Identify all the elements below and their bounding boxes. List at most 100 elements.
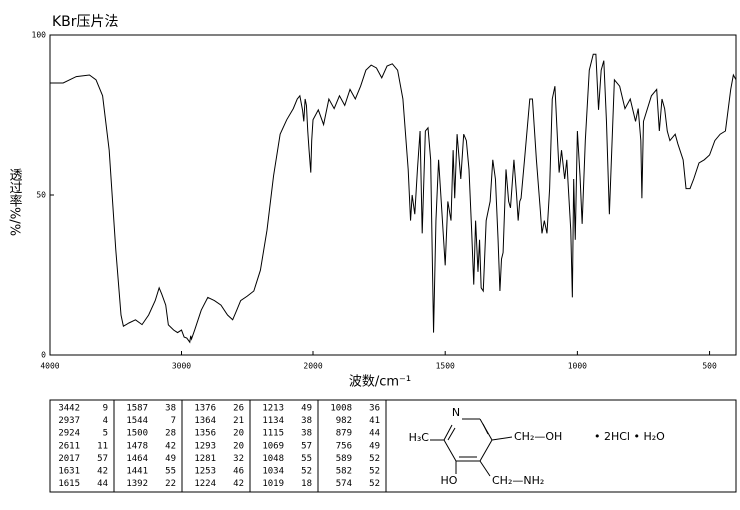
bond xyxy=(479,439,493,462)
bond xyxy=(479,460,491,477)
y-tick-label: 0 xyxy=(41,351,46,360)
peak-transmittance: 49 xyxy=(369,441,380,451)
peak-wavenumber: 1048 xyxy=(262,454,284,464)
x-tick-label: 4000 xyxy=(40,362,59,371)
peak-transmittance: 26 xyxy=(233,404,244,414)
peak-transmittance: 52 xyxy=(369,467,380,477)
peak-wavenumber: 1500 xyxy=(126,429,148,439)
peak-wavenumber: 1115 xyxy=(262,429,284,439)
peak-wavenumber: 1587 xyxy=(126,404,148,414)
peak-wavenumber: 589 xyxy=(336,454,352,464)
atom-label: H₃C xyxy=(409,431,430,444)
peak-table: 3442 9 2937 4 2924 5 2611 11 2017 57 1631 42 1615 44 1… xyxy=(58,400,387,492)
peak-wavenumber: 1464 xyxy=(126,454,148,464)
bond xyxy=(443,439,457,462)
atom-label: HO xyxy=(441,474,458,487)
peak-transmittance: 5 xyxy=(103,429,108,439)
atom-label: CH₂—NH₂ xyxy=(492,474,544,487)
peak-wavenumber: 1069 xyxy=(262,441,284,451)
peak-wavenumber: 2611 xyxy=(58,441,80,451)
peak-wavenumber: 1019 xyxy=(262,479,284,489)
peak-wavenumber: 1392 xyxy=(126,479,148,489)
salt-label: • 2HCl • H₂O xyxy=(594,430,665,443)
peak-wavenumber: 1631 xyxy=(58,467,80,477)
peak-transmittance: 38 xyxy=(165,404,176,414)
peak-wavenumber: 1034 xyxy=(262,467,284,477)
peak-wavenumber: 582 xyxy=(336,467,352,477)
peak-wavenumber: 1615 xyxy=(58,479,80,489)
atom-label: CH₂—OH xyxy=(514,430,562,443)
peak-transmittance: 28 xyxy=(165,429,176,439)
bond xyxy=(491,436,513,441)
peak-transmittance: 41 xyxy=(369,416,380,426)
peak-wavenumber: 1478 xyxy=(126,441,148,451)
bond xyxy=(447,427,456,441)
peak-wavenumber: 574 xyxy=(336,479,352,489)
peak-transmittance: 7 xyxy=(171,416,176,426)
peak-transmittance: 52 xyxy=(369,479,380,489)
peak-wavenumber: 1224 xyxy=(194,479,216,489)
peak-transmittance: 9 xyxy=(103,404,108,414)
peak-transmittance: 55 xyxy=(301,454,312,464)
y-axis-label: 透过率%/% xyxy=(7,168,23,236)
peak-wavenumber: 2937 xyxy=(58,416,80,426)
peak-transmittance: 11 xyxy=(97,441,108,451)
x-tick-label: 2000 xyxy=(303,362,322,371)
peak-wavenumber: 1364 xyxy=(194,416,216,426)
peak-transmittance: 49 xyxy=(165,454,176,464)
peak-transmittance: 20 xyxy=(233,429,244,439)
peak-transmittance: 36 xyxy=(369,404,380,414)
peak-transmittance: 18 xyxy=(301,479,312,489)
plot: 0 50 100 4000 3000 2000 1500 1000 500 xyxy=(32,31,737,371)
x-tick-label: 1000 xyxy=(568,362,587,371)
chart-title: KBr压片法 xyxy=(52,14,119,30)
peak-transmittance: 42 xyxy=(165,441,176,451)
peak-wavenumber: 1008 xyxy=(330,404,352,414)
peak-transmittance: 57 xyxy=(301,441,312,451)
peak-transmittance: 49 xyxy=(301,404,312,414)
table-frame xyxy=(49,399,737,493)
y-tick-label: 50 xyxy=(36,191,46,200)
x-axis-label: 波数/cm⁻¹ xyxy=(349,375,411,390)
peak-wavenumber: 1293 xyxy=(194,441,216,451)
atom-label: N xyxy=(452,406,460,419)
peak-wavenumber: 1281 xyxy=(194,454,216,464)
peak-transmittance: 38 xyxy=(301,416,312,426)
peak-transmittance: 52 xyxy=(369,454,380,464)
y-tick-label: 100 xyxy=(32,31,47,40)
peak-wavenumber: 1134 xyxy=(262,416,284,426)
peak-wavenumber: 756 xyxy=(336,441,352,451)
peak-transmittance: 38 xyxy=(301,429,312,439)
peak-wavenumber: 1544 xyxy=(126,416,148,426)
peak-transmittance: 44 xyxy=(369,429,380,439)
bond xyxy=(482,423,489,435)
peak-transmittance: 46 xyxy=(233,467,244,477)
peak-transmittance: 52 xyxy=(301,467,312,477)
peak-transmittance: 42 xyxy=(233,479,244,489)
peak-transmittance: 20 xyxy=(233,441,244,451)
peak-transmittance: 4 xyxy=(103,416,108,426)
peak-transmittance: 57 xyxy=(97,454,108,464)
x-tick-label: 3000 xyxy=(172,362,191,371)
peak-wavenumber: 1356 xyxy=(194,429,216,439)
peak-transmittance: 21 xyxy=(233,416,244,426)
peak-transmittance: 44 xyxy=(97,479,108,489)
peak-wavenumber: 1376 xyxy=(194,404,216,414)
peak-wavenumber: 2924 xyxy=(58,429,80,439)
spectrum-line xyxy=(50,53,737,344)
peak-transmittance: 22 xyxy=(165,479,176,489)
peak-transmittance: 42 xyxy=(97,467,108,477)
bond xyxy=(443,424,453,441)
peak-wavenumber: 879 xyxy=(336,429,352,439)
x-tick-label: 1500 xyxy=(436,362,455,371)
structure xyxy=(430,418,513,477)
peak-wavenumber: 3442 xyxy=(58,404,80,414)
peak-wavenumber: 982 xyxy=(336,416,352,426)
peak-transmittance: 32 xyxy=(233,454,244,464)
peak-transmittance: 55 xyxy=(165,467,176,477)
x-tick-label: 500 xyxy=(702,362,717,371)
plot-frame xyxy=(49,34,737,356)
peak-wavenumber: 1213 xyxy=(262,404,284,414)
peak-wavenumber: 1253 xyxy=(194,467,216,477)
